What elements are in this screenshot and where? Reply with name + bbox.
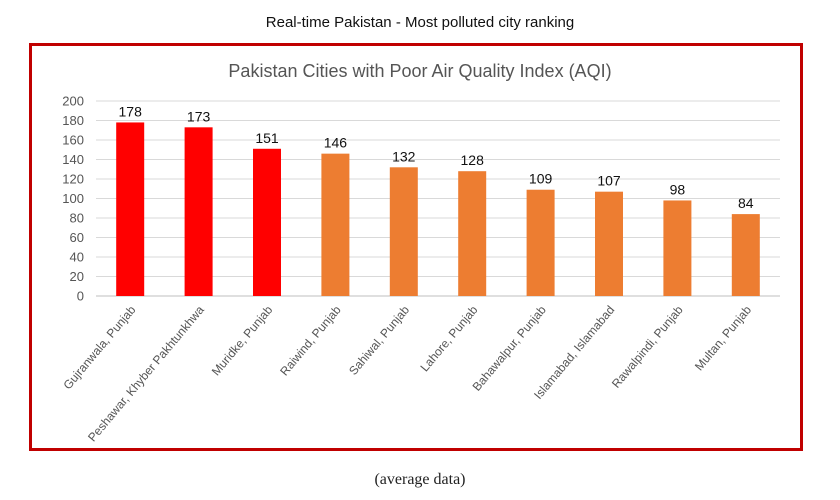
bar [321,153,350,296]
y-tick-label: 180 [62,113,84,128]
y-tick-label: 20 [70,269,84,284]
y-axis-ticks: 0 20 40 60 80 100 120 140 160 180 200 [62,94,84,304]
bar [253,148,281,296]
y-tick-label: 0 [77,289,84,304]
bar [663,200,692,296]
data-label: 84 [738,195,754,211]
category-label: Gujranwala, Punjab [60,303,138,392]
y-tick-label: 40 [70,250,84,265]
category-label: Bahawalpur, Punjab [470,303,550,394]
data-label: 128 [461,152,485,168]
footer-note: (average data) [374,471,466,488]
bars [116,122,760,296]
bar [458,171,487,296]
y-tick-label: 160 [62,133,84,148]
category-label: Lahore, Punjab [417,303,480,375]
bar [389,167,418,296]
y-tick-label: 80 [70,211,84,226]
bar [184,127,213,296]
bar [116,122,145,296]
category-label: Muridke, Punjab [209,303,276,379]
y-tick-label: 200 [62,94,84,109]
data-label: 132 [392,148,416,164]
category-label: Raiwind, Punjab [277,303,344,379]
data-label: 109 [529,171,553,187]
chart-title: Pakistan Cities with Poor Air Quality In… [228,61,611,81]
data-label: 151 [255,130,279,146]
y-tick-label: 100 [62,191,84,206]
data-label: 173 [187,108,211,124]
data-label: 107 [597,173,621,189]
data-label: 178 [119,103,143,119]
category-label: Islamabad, Islamabad [531,303,617,402]
data-label: 146 [324,135,348,151]
bar [595,191,623,296]
bar [731,214,760,296]
category-label: Peshawar, Khyber Pakhtunkhwa [85,303,207,445]
data-label: 98 [670,181,686,197]
category-label: Multan, Punjab [692,303,754,374]
chart-frame [29,43,803,451]
category-label: Sahiwal, Punjab [346,303,412,378]
y-tick-label: 60 [70,230,84,245]
category-label: Rawalpindi, Punjab [609,303,686,391]
page-title: Real-time Pakistan - Most polluted city … [265,14,575,31]
bar [526,189,555,296]
y-tick-label: 140 [62,152,84,167]
data-labels: 178 173 151 146 132 128 109 107 98 84 [119,103,754,211]
y-tick-label: 120 [62,172,84,187]
